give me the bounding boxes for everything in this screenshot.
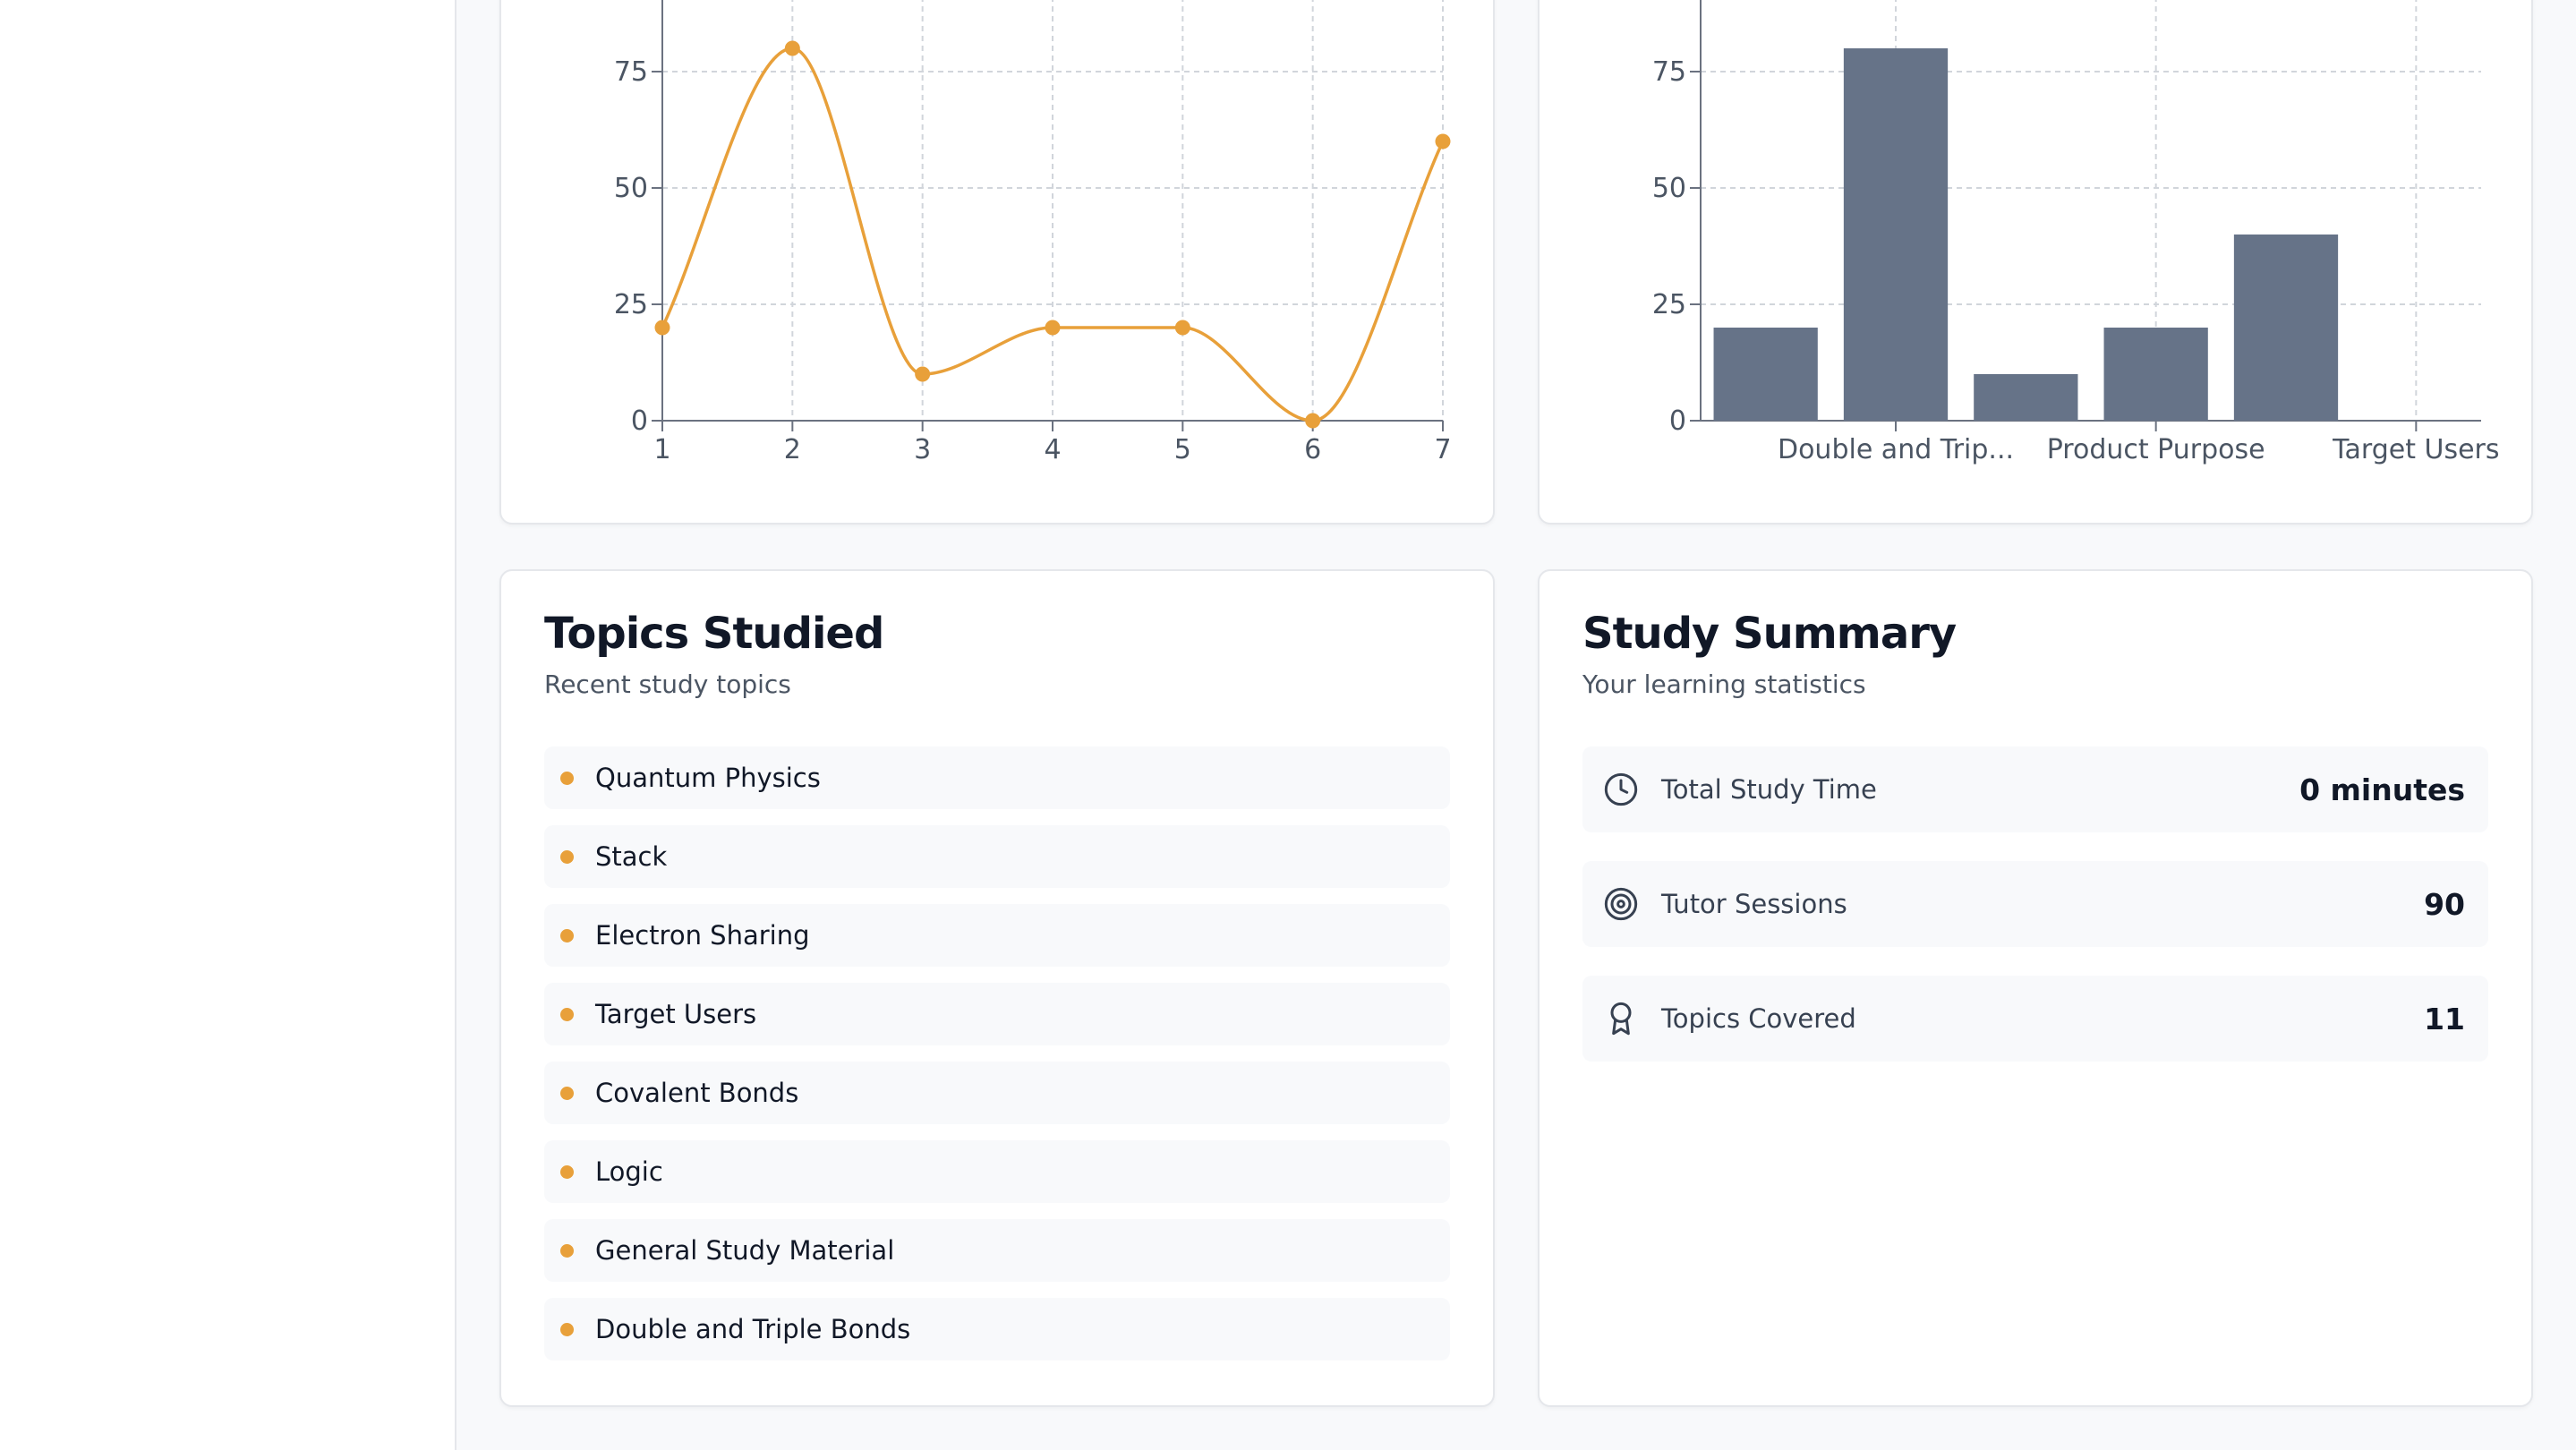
- data-point: [1174, 320, 1190, 336]
- topics-studied-card: Topics Studied Recent study topics Quant…: [499, 569, 1495, 1407]
- bullet-dot-icon: [560, 849, 574, 864]
- data-point: [915, 366, 931, 382]
- stat-row-tutor-sessions: Tutor Sessions 90: [1582, 861, 2488, 947]
- x-tick-label: 5: [1174, 434, 1191, 465]
- data-point: [1435, 133, 1451, 149]
- topic-item[interactable]: Target Users: [544, 983, 1450, 1045]
- topic-item[interactable]: Logic: [544, 1140, 1450, 1203]
- topic-item[interactable]: Quantum Physics: [544, 746, 1450, 809]
- topics-subtitle: Recent study topics: [544, 670, 791, 699]
- bullet-dot-icon: [560, 1322, 574, 1336]
- stat-list: Total Study Time 0 minutes Tutor Session…: [1582, 746, 2488, 1090]
- x-tick-label: 2: [784, 434, 801, 465]
- topic-item[interactable]: Covalent Bonds: [544, 1062, 1450, 1124]
- x-tick-label: 1: [653, 434, 670, 465]
- y-tick-label: 75: [614, 56, 648, 88]
- summary-title: Study Summary: [1582, 609, 1957, 659]
- x-tick-label: 6: [1304, 434, 1321, 465]
- bar-chart: 0 25 50 75 Double and Trip... Product Purpose…: [1652, 0, 2500, 465]
- x-tick-label: Target Users: [2332, 434, 2499, 465]
- topic-label: Target Users: [595, 999, 757, 1029]
- bullet-dot-icon: [560, 771, 574, 785]
- topic-item[interactable]: Stack: [544, 825, 1450, 888]
- topic-label: General Study Material: [595, 1235, 895, 1266]
- data-point: [1305, 413, 1321, 429]
- bar: [1713, 328, 1818, 421]
- topic-label: Logic: [595, 1156, 663, 1187]
- bar: [1843, 48, 1949, 421]
- data-point: [784, 40, 800, 56]
- y-tick-label: 0: [1669, 405, 1686, 437]
- summary-subtitle: Your learning statistics: [1582, 670, 1866, 699]
- bullet-dot-icon: [560, 1086, 574, 1100]
- study-summary-card: Study Summary Your learning statistics T…: [1538, 569, 2533, 1407]
- topic-label: Stack: [595, 841, 668, 872]
- bar: [2103, 328, 2208, 421]
- x-tick-label: Product Purpose: [2047, 434, 2265, 465]
- bullet-dot-icon: [560, 1164, 574, 1179]
- topic-item[interactable]: Electron Sharing: [544, 904, 1450, 967]
- topic-label: Double and Triple Bonds: [595, 1314, 911, 1344]
- topic-label: Quantum Physics: [595, 763, 821, 793]
- data-point: [654, 320, 670, 336]
- target-icon: [1602, 885, 1640, 923]
- bullet-dot-icon: [560, 1007, 574, 1021]
- stat-label: Total Study Time: [1661, 774, 1877, 805]
- data-point: [1045, 320, 1061, 336]
- series-line: [661, 47, 1445, 422]
- bullet-dot-icon: [560, 1243, 574, 1258]
- x-tick-label: Double and Trip...: [1778, 434, 2014, 465]
- bar: [1974, 374, 2078, 421]
- y-tick-label: 0: [631, 405, 648, 437]
- stat-value: 0 minutes: [2299, 772, 2465, 807]
- y-tick-label: 50: [614, 173, 648, 204]
- stat-label: Tutor Sessions: [1661, 889, 1847, 919]
- x-tick-label: 3: [914, 434, 931, 465]
- y-tick-label: 75: [1652, 56, 1686, 88]
- stat-value: 11: [2424, 1001, 2465, 1036]
- clock-icon: [1602, 771, 1640, 808]
- x-tick-label: 4: [1044, 434, 1061, 465]
- x-tick-label: 7: [1434, 434, 1451, 465]
- topic-list: Quantum Physics Stack Electron Sharing T…: [544, 746, 1450, 1377]
- bullet-dot-icon: [560, 928, 574, 942]
- bar: [2233, 235, 2339, 421]
- bar-chart-card: 0 25 50 75 Double and Trip... Product Purpose…: [1538, 0, 2533, 525]
- y-tick-label: 25: [1652, 289, 1686, 320]
- topic-label: Electron Sharing: [595, 920, 810, 951]
- y-tick-label: 25: [614, 289, 648, 320]
- topic-item[interactable]: Double and Triple Bonds: [544, 1298, 1450, 1360]
- topic-item[interactable]: General Study Material: [544, 1219, 1450, 1282]
- stat-value: 90: [2424, 886, 2465, 922]
- topic-label: Covalent Bonds: [595, 1078, 799, 1108]
- line-chart: 0 25 50 75 1 2 3 4 5 6 7: [614, 0, 1452, 465]
- stat-label: Topics Covered: [1661, 1003, 1856, 1034]
- stat-row-study-time: Total Study Time 0 minutes: [1582, 746, 2488, 832]
- topics-title: Topics Studied: [544, 609, 884, 659]
- stat-row-topics-covered: Topics Covered 11: [1582, 976, 2488, 1062]
- sidebar: [0, 0, 456, 1450]
- award-icon: [1602, 1000, 1640, 1037]
- line-chart-card: 0 25 50 75 1 2 3 4 5 6 7: [499, 0, 1495, 525]
- y-tick-label: 50: [1652, 173, 1686, 204]
